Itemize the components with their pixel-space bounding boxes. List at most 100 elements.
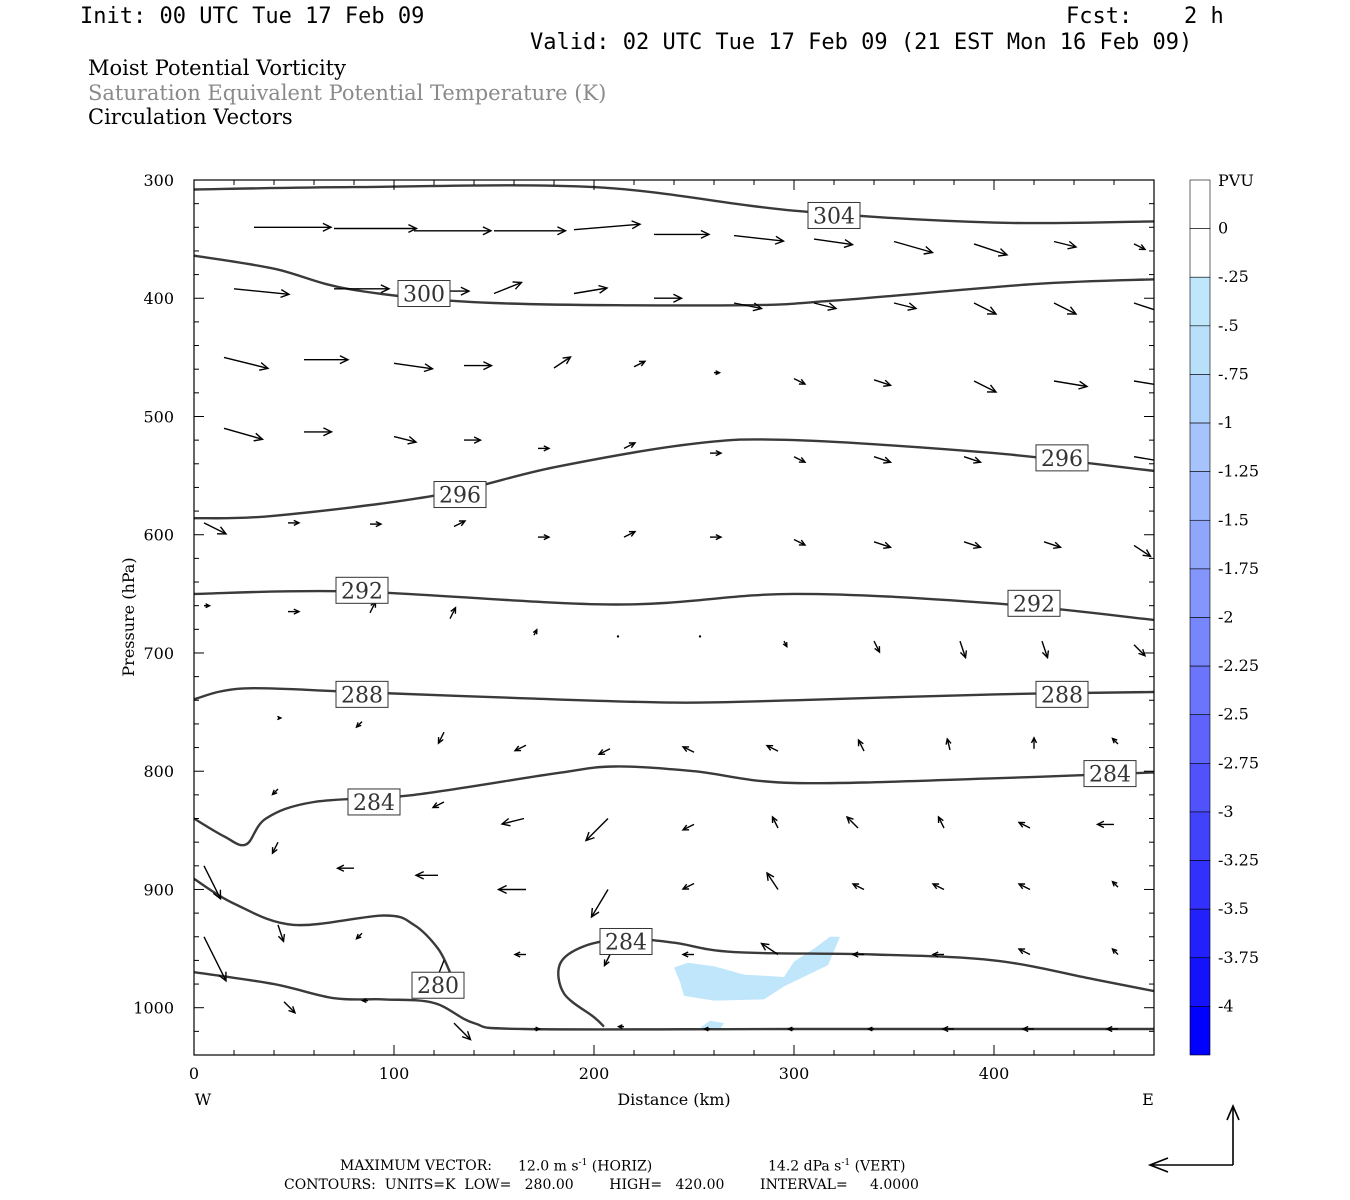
wind-vector	[1017, 883, 1031, 891]
wind-vector	[437, 731, 445, 745]
wind-vector	[204, 603, 212, 609]
wind-vector	[304, 355, 350, 365]
contour-label-text: 284	[1089, 763, 1131, 788]
wind-vector	[1095, 820, 1114, 829]
theta-es-contour-300	[194, 254, 1154, 307]
wind-vector	[534, 1026, 542, 1032]
wind-vector	[654, 293, 684, 303]
pv-region	[674, 936, 840, 1001]
colorbar-swatch	[1189, 471, 1211, 521]
wind-vector	[1133, 243, 1147, 251]
wind-vector	[851, 883, 865, 891]
colorbar: 0 -.25 -.5 -.75 -1 -1.25 -1.5 -1.75 -2 -2.25 -2.5 -…	[1189, 179, 1259, 1056]
wind-vector	[963, 541, 983, 549]
colorbar-swatch	[1189, 374, 1211, 424]
colorbar-label: -1.75	[1218, 559, 1259, 578]
wind-vector	[335, 864, 354, 872]
wind-vector	[1111, 947, 1119, 955]
y-tick-label: 400	[143, 289, 174, 308]
contour-info: CONTOURS: UNITS=K LOW= 280.00 HIGH= 420.…	[284, 1177, 919, 1193]
y-axis-title: Pressure (hPa)	[119, 557, 138, 676]
wind-vector	[223, 427, 265, 442]
wind-vector	[733, 234, 786, 245]
contour-label-text: 292	[341, 579, 383, 604]
wind-vector	[873, 541, 893, 549]
wind-vector	[1043, 541, 1063, 549]
contour-label-text: 296	[1041, 447, 1083, 472]
wind-vector	[538, 445, 551, 452]
wind-vector	[1017, 948, 1031, 956]
wind-vector	[496, 884, 526, 895]
wind-vector	[873, 640, 881, 654]
contour-label: 296	[433, 481, 487, 509]
max-vector-label: MAXIMUM VECTOR:	[340, 1158, 492, 1174]
wind-vector	[845, 815, 859, 829]
wind-vector	[893, 302, 918, 311]
wind-vector	[203, 865, 222, 901]
y-tick-label: 300	[143, 171, 174, 190]
colorbar-swatch	[1189, 1006, 1211, 1056]
contour-label: 292	[1007, 589, 1061, 617]
wind-vector	[710, 449, 723, 457]
colorbar-swatch	[1189, 617, 1211, 667]
wind-vector	[203, 936, 227, 983]
wind-vector	[1053, 380, 1089, 390]
wind-vector	[1133, 544, 1152, 558]
wind-vector	[765, 744, 779, 752]
x-tick-label: 300	[779, 1064, 810, 1083]
colorbar-swatch	[1189, 422, 1211, 472]
wind-vector	[513, 951, 526, 958]
y-tick-label: 700	[143, 644, 174, 663]
contour-label-text: 284	[353, 791, 395, 816]
colorbar-swatch	[1189, 908, 1211, 959]
contour-label: 284	[1083, 760, 1137, 788]
wind-vector	[1053, 302, 1078, 315]
wind-vector	[616, 635, 620, 638]
wind-vector	[553, 356, 572, 369]
contour-label: 284	[347, 788, 401, 816]
wind-vector	[288, 519, 301, 527]
wind-vector	[937, 815, 945, 829]
wind-vector	[464, 436, 483, 444]
wind-vector	[931, 951, 944, 958]
colorbar-swatch	[1189, 763, 1211, 813]
colorbar-swatch	[1189, 714, 1211, 764]
y-tick-label: 800	[143, 762, 174, 781]
contour-label-text: 288	[1041, 683, 1083, 708]
wind-vector	[355, 721, 363, 729]
colorbar-label: -2.5	[1218, 705, 1249, 724]
colorbar-swatch	[1189, 860, 1211, 910]
wind-vector	[793, 538, 807, 546]
vector-layer	[203, 220, 1154, 1041]
wind-vector	[532, 628, 538, 636]
wind-vector	[702, 1026, 710, 1032]
contour-label-text: 292	[1013, 592, 1055, 617]
forecast-label: Fcst:	[1066, 4, 1133, 29]
field-title-mpv: Moist Potential Vorticity	[88, 56, 346, 80]
wind-vector	[941, 1025, 954, 1033]
contour-label-text: 284	[605, 930, 647, 955]
wind-vector	[1030, 736, 1038, 749]
theta-es-contour-288	[194, 686, 1154, 704]
wind-vector	[616, 1024, 624, 1030]
colorbar-label: -.75	[1218, 364, 1249, 383]
max-horiz-vector: 12.0 m s-1 (HORIZ)	[518, 1158, 653, 1175]
forecast-hour: 2 h	[1184, 4, 1224, 29]
theta-es-contour-296	[194, 438, 1154, 520]
y-tick-label: 600	[143, 526, 174, 545]
pv-region	[700, 1020, 724, 1029]
wind-vector	[1111, 880, 1119, 888]
wind-vector	[766, 871, 779, 890]
y-tick-label: 500	[143, 407, 174, 426]
wind-vector	[931, 883, 945, 891]
wind-vector	[1053, 240, 1078, 250]
wind-vector	[654, 229, 711, 239]
wind-vector	[733, 302, 764, 312]
wind-vector	[414, 226, 493, 236]
wind-vector	[760, 942, 779, 956]
wind-vector	[714, 370, 722, 376]
theta-es-contour-284	[194, 765, 1154, 847]
colorbar-swatch	[1189, 811, 1211, 861]
wind-vector	[893, 240, 935, 255]
field-title-vectors: Circulation Vectors	[88, 105, 293, 129]
